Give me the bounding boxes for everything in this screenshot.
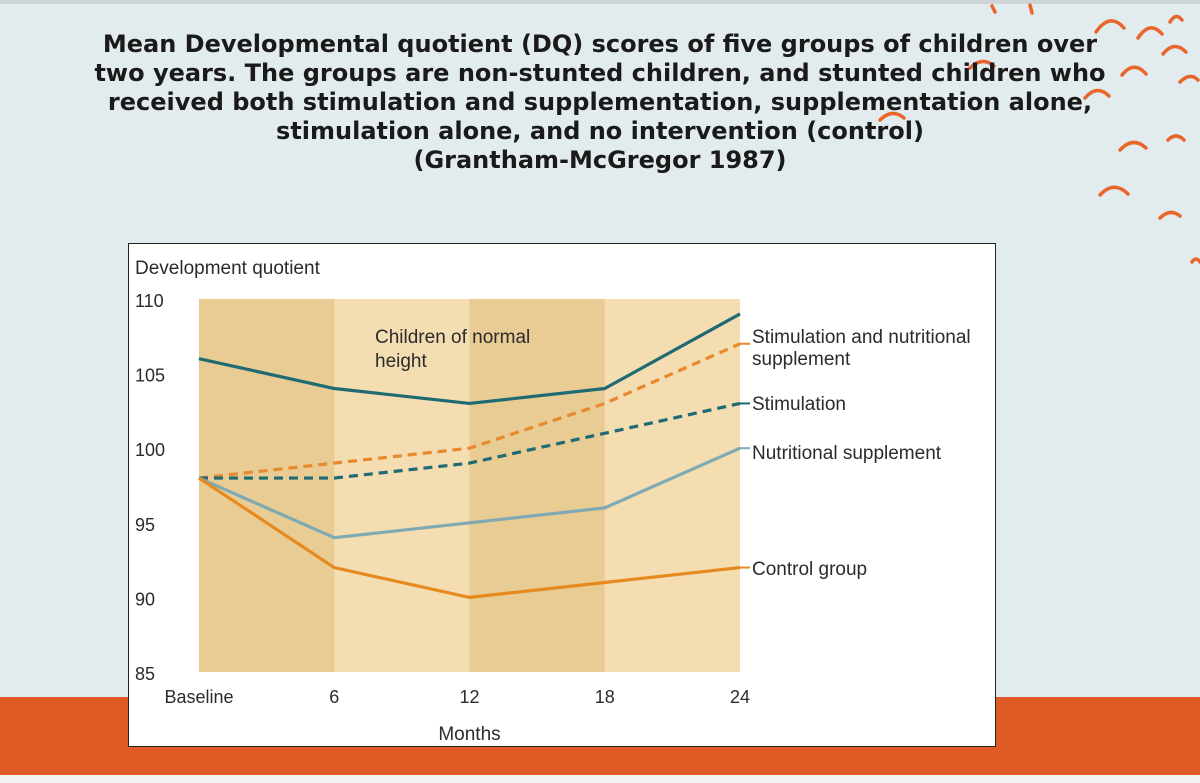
x-tick-label: Baseline: [164, 687, 233, 707]
chart-frame: Development quotient 110 105 100 95 90 85 Basel…: [128, 243, 996, 747]
deco-tick: [990, 4, 997, 14]
line-chart: Development quotient 110 105 100 95 90 85 Basel…: [135, 258, 971, 745]
x-tick-label: 6: [329, 687, 339, 707]
y-tick-label: 85: [135, 664, 155, 684]
y-tick-label: 110: [135, 291, 164, 311]
series-label: Children of normal height: [375, 327, 530, 372]
bottom-edge-strip: [0, 775, 1200, 783]
series-line: [198, 342, 741, 480]
deco-arc: [1158, 210, 1182, 220]
y-axis-label: Development quotient: [135, 258, 321, 279]
series-line: [198, 312, 741, 406]
series-label: Control group: [752, 559, 867, 580]
y-tick-label: 90: [135, 589, 155, 609]
plot-band: [469, 299, 605, 672]
deco-arc: [1098, 185, 1130, 197]
series-label: Nutritional supplement: [752, 443, 942, 464]
top-edge-strip: [0, 0, 1200, 4]
deco-arc: [1168, 14, 1184, 24]
x-tick-label: 12: [459, 687, 479, 707]
series-label: Stimulation and nutritional supplement: [752, 327, 971, 370]
deco-tick: [1028, 3, 1034, 15]
series-label: Stimulation: [752, 394, 846, 415]
x-tick-label: 24: [730, 687, 750, 707]
y-tick-label: 95: [135, 515, 155, 535]
series-line: [198, 476, 741, 599]
plot-band: [199, 299, 335, 672]
y-tick-label: 105: [135, 366, 165, 386]
x-tick-label: 18: [595, 687, 615, 707]
series-line: [198, 446, 741, 540]
y-tick-label: 100: [135, 440, 165, 460]
x-axis-label: Months: [438, 724, 500, 745]
deco-arc: [1190, 257, 1200, 264]
slide-title: Mean Developmental quotient (DQ) scores …: [94, 30, 1106, 174]
series-line: [199, 401, 741, 480]
